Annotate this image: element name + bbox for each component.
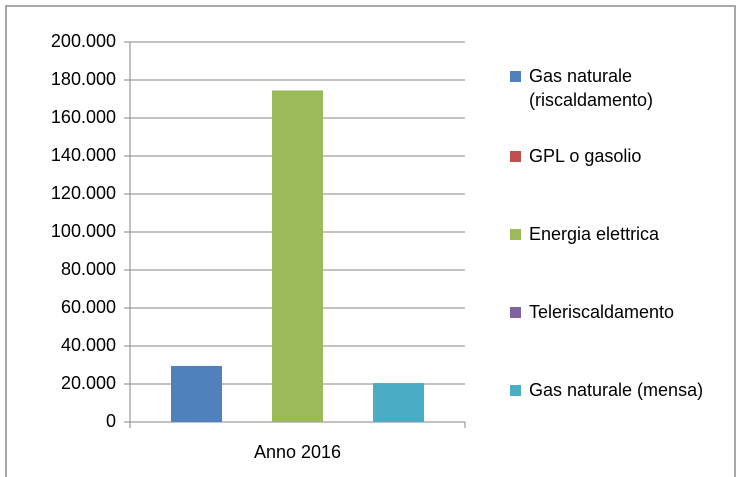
legend-label: Gas naturale (riscaldamento) — [529, 66, 654, 110]
x-tick-label: Anno 2016 — [254, 442, 341, 462]
legend-label: Energia elettrica — [529, 224, 660, 244]
y-tick-label: 200.000 — [51, 31, 116, 51]
legend-label: GPL o gasolio — [529, 146, 642, 166]
bar — [272, 90, 323, 422]
legend-swatch — [510, 385, 521, 396]
legend-swatch — [510, 151, 521, 162]
y-tick-label: 160.000 — [51, 107, 116, 127]
legend-label: Gas naturale (mensa) — [529, 380, 704, 400]
y-tick-label: 40.000 — [61, 335, 116, 355]
y-tick-label: 180.000 — [51, 69, 116, 89]
bar — [171, 365, 222, 422]
bar — [373, 383, 424, 422]
y-tick-label: 20.000 — [61, 373, 116, 393]
chart-border — [5, 5, 736, 477]
y-tick-label: 120.000 — [51, 183, 116, 203]
legend-swatch — [510, 307, 521, 318]
legend-label: Teleriscaldamento — [529, 302, 675, 322]
legend-entry: Gas naturale (mensa) — [510, 378, 703, 402]
y-tick-label: 80.000 — [61, 259, 116, 279]
legend-swatch — [510, 71, 521, 82]
legend-entry: Energia elettrica — [510, 222, 659, 246]
y-tick-label: 100.000 — [51, 221, 116, 241]
y-tick-label: 0 — [106, 411, 116, 431]
legend-entry: GPL o gasolio — [510, 144, 641, 168]
y-tick-label: 60.000 — [61, 297, 116, 317]
y-tick-label: 140.000 — [51, 145, 116, 165]
legend-swatch — [510, 229, 521, 240]
legend-entry: Teleriscaldamento — [510, 300, 674, 324]
legend-entry: Gas naturale (riscaldamento) — [510, 64, 710, 112]
